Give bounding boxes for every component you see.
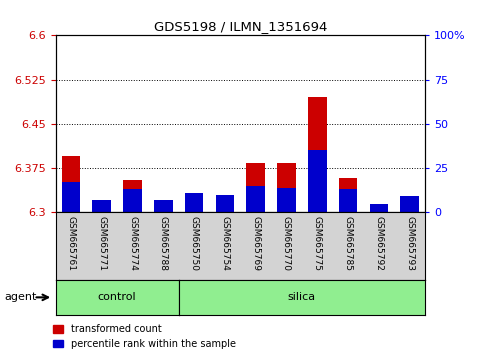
- Bar: [277, 164, 296, 212]
- Title: GDS5198 / ILMN_1351694: GDS5198 / ILMN_1351694: [154, 20, 327, 33]
- Bar: [185, 196, 203, 212]
- Text: GSM665770: GSM665770: [282, 216, 291, 271]
- Text: GSM665775: GSM665775: [313, 216, 322, 271]
- Bar: [215, 198, 234, 212]
- Bar: [308, 150, 327, 212]
- Text: GSM665771: GSM665771: [97, 216, 106, 271]
- Bar: [308, 97, 327, 212]
- Bar: [185, 193, 203, 212]
- Bar: [123, 189, 142, 212]
- Bar: [92, 204, 111, 212]
- Text: GSM665754: GSM665754: [220, 216, 229, 271]
- Bar: [62, 182, 80, 212]
- Bar: [339, 178, 357, 212]
- Bar: [369, 204, 388, 212]
- Bar: [246, 164, 265, 212]
- Text: GSM665761: GSM665761: [67, 216, 75, 271]
- Bar: [277, 188, 296, 212]
- Bar: [123, 180, 142, 212]
- Text: GSM665785: GSM665785: [343, 216, 353, 271]
- Bar: [400, 196, 419, 212]
- Text: agent: agent: [5, 292, 37, 302]
- Text: GSM665793: GSM665793: [405, 216, 414, 271]
- Text: GSM665792: GSM665792: [374, 216, 384, 271]
- Text: GSM665750: GSM665750: [190, 216, 199, 271]
- Bar: [62, 156, 80, 212]
- Bar: [246, 186, 265, 212]
- Text: control: control: [98, 292, 136, 302]
- Bar: [400, 196, 419, 212]
- Bar: [154, 208, 172, 212]
- Legend: transformed count, percentile rank within the sample: transformed count, percentile rank withi…: [53, 324, 236, 349]
- Text: GSM665774: GSM665774: [128, 216, 137, 271]
- Text: GSM665769: GSM665769: [251, 216, 260, 271]
- Bar: [339, 189, 357, 212]
- Bar: [154, 200, 172, 212]
- Text: silica: silica: [288, 292, 316, 302]
- Text: GSM665788: GSM665788: [159, 216, 168, 271]
- Bar: [215, 195, 234, 212]
- Bar: [369, 210, 388, 212]
- Bar: [92, 200, 111, 212]
